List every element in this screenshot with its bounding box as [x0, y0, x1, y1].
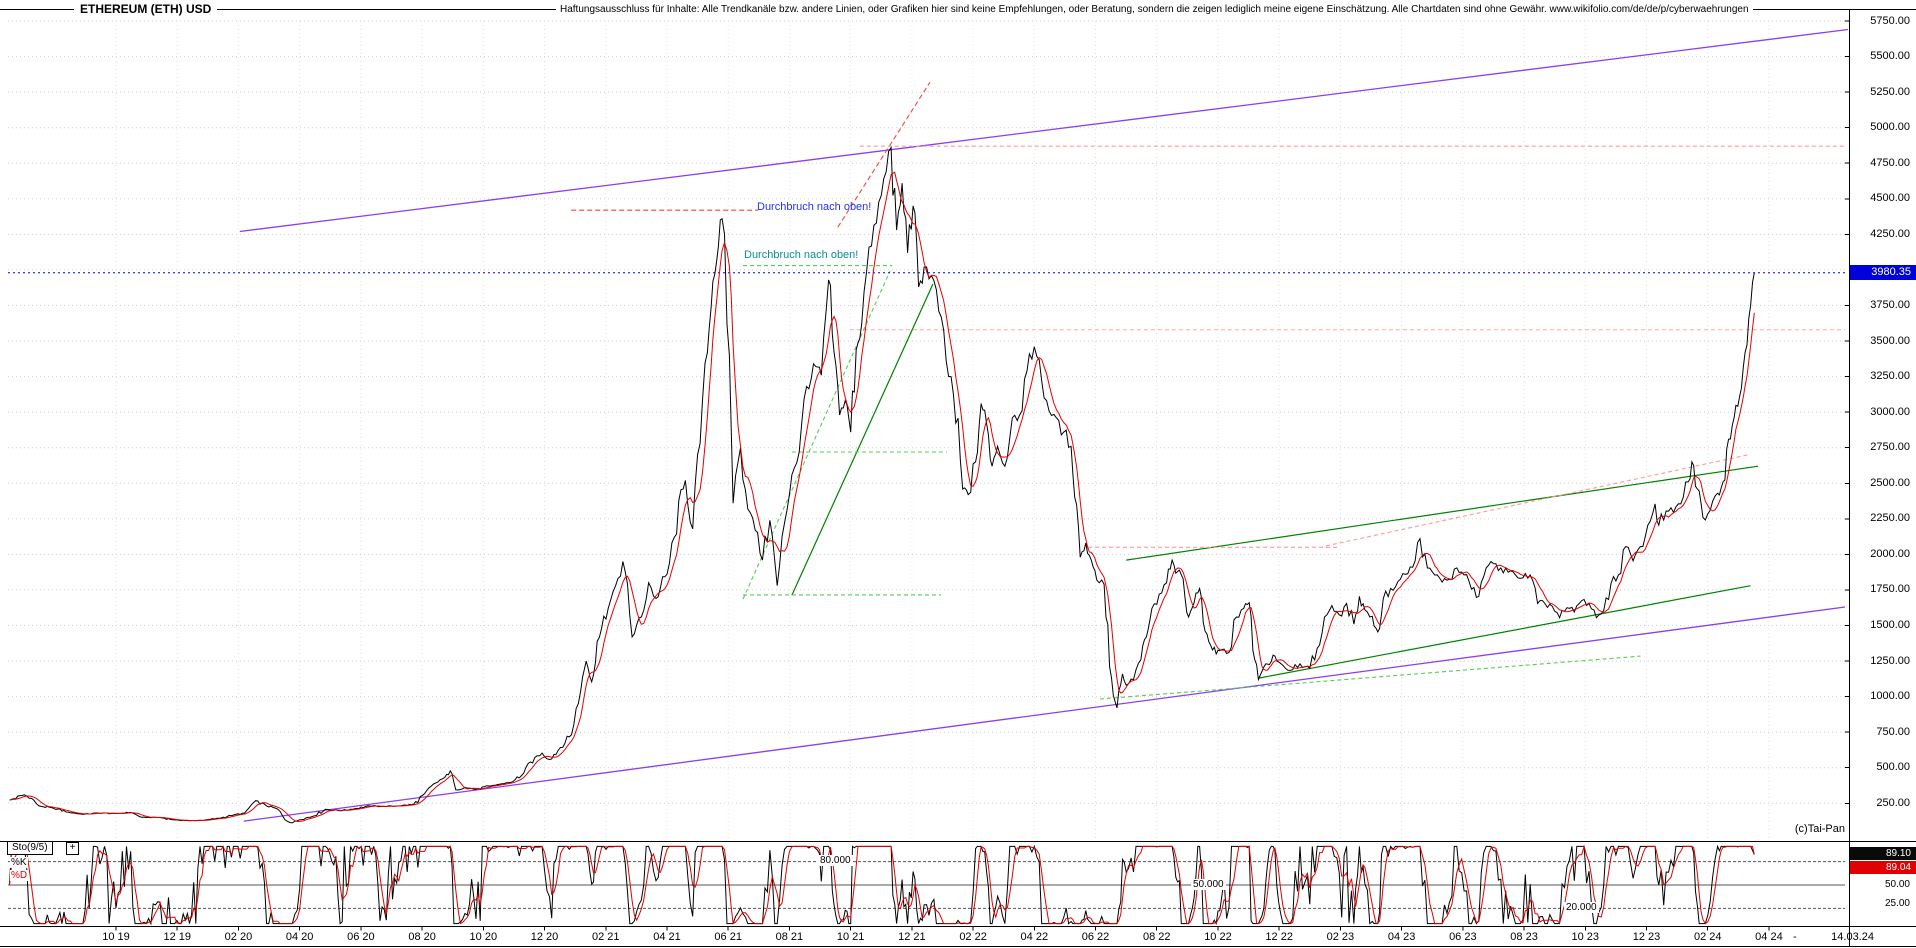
time-axis-label: 12 23 — [1632, 931, 1661, 943]
breakout-annotation-lower: Durchbruch nach oben! — [744, 249, 859, 261]
price-axis-label: 3250.00 — [1870, 370, 1910, 383]
time-axis-label: 04 20 — [285, 931, 314, 943]
price-axis-label: 750.00 — [1876, 725, 1910, 738]
price-axis-label: 3000.00 — [1870, 405, 1910, 418]
price-axis-label: 3750.00 — [1870, 298, 1910, 311]
price-axis-label: 1750.00 — [1870, 583, 1910, 596]
price-axis-label: 4250.00 — [1870, 227, 1910, 240]
stochastic-k-label: %K — [10, 857, 28, 868]
time-axis-label: 02 20 — [224, 931, 253, 943]
time-axis-label: 08 22 — [1142, 931, 1171, 943]
breakout-annotation-upper: Durchbruch nach oben! — [757, 201, 872, 213]
time-axis-separator: - — [1793, 931, 1797, 943]
time-axis-label: 10 22 — [1204, 931, 1232, 943]
disclaimer-text: Haftungsausschluss für Inhalte: Alle Tre… — [556, 4, 1753, 15]
time-axis-label: 08 23 — [1510, 931, 1538, 943]
price-axis-label: 2000.00 — [1870, 547, 1910, 560]
time-axis-label: 08 21 — [775, 931, 804, 943]
time-axis-label: 12 21 — [898, 931, 926, 943]
stochastic-level-label: 20.000 — [1564, 901, 1599, 913]
price-axis-label: 4500.00 — [1870, 192, 1910, 205]
time-axis-label: 04 24 — [1755, 931, 1783, 943]
time-axis-label: 02 24 — [1693, 931, 1722, 943]
time-axis-label: 06 23 — [1449, 931, 1477, 943]
stochastic-d-value-badge: 89.04 — [1850, 861, 1916, 874]
frame-lines — [0, 9, 1916, 947]
time-axis-label: 06 20 — [347, 931, 375, 943]
time-axis-label: 06 22 — [1081, 931, 1110, 943]
stochastic-level-label: 50.000 — [1191, 878, 1226, 890]
time-axis-label: 10 23 — [1571, 931, 1600, 943]
time-axis-label: 12 19 — [163, 931, 191, 943]
price-axis-label: 4750.00 — [1870, 156, 1910, 169]
copyright-label: (c)Tai-Pan — [1794, 823, 1845, 835]
time-axis-label: 04 22 — [1020, 931, 1049, 943]
gridlines — [8, 20, 1848, 839]
price-axis-label: 500.00 — [1876, 761, 1910, 774]
time-axis-label: 02 23 — [1326, 931, 1355, 943]
price-axis-label: 2250.00 — [1870, 512, 1910, 525]
chart-title: ETHEREUM (ETH) USD — [74, 2, 218, 16]
time-axis-label: 12 22 — [1265, 931, 1293, 943]
indicator-add-button[interactable]: + — [66, 842, 79, 855]
stochastic-scale-label: 25.00 — [1884, 898, 1910, 909]
price-series — [9, 146, 1755, 824]
time-axis-label: 04 23 — [1387, 931, 1416, 943]
price-series-line — [9, 146, 1755, 824]
stochastic-scale-label: 50.00 — [1884, 878, 1910, 890]
time-axis-label: 06 21 — [714, 931, 742, 943]
price-axis-label: 2750.00 — [1870, 441, 1910, 454]
stochastic-d-line — [9, 844, 1755, 925]
stochastic-level-label: 80.000 — [818, 855, 853, 867]
stochastic-panel-lines — [8, 844, 1845, 926]
price-axis-label: 1000.00 — [1870, 690, 1910, 703]
stochastic-d-label: %D — [10, 870, 29, 881]
price-axis-label: 250.00 — [1876, 796, 1910, 809]
ma-line — [9, 171, 1755, 823]
price-axis-label: 1250.00 — [1870, 654, 1910, 667]
time-axis-label: 08 20 — [408, 931, 436, 943]
time-axis-label: 10 21 — [836, 931, 865, 943]
trendlines — [239, 28, 1849, 822]
indicator-name-badge[interactable]: Sto(9/5) — [7, 841, 53, 855]
time-axis-label: 02 21 — [591, 931, 620, 943]
time-axis-label: 02 22 — [959, 931, 987, 943]
time-axis-label: 04 21 — [653, 931, 681, 943]
time-axis-label: 12 20 — [530, 931, 559, 943]
time-axis-label: 10 19 — [102, 931, 130, 943]
stochastic-k-value-badge: 89.10 — [1850, 847, 1916, 860]
current-price-badge: 3980.35 — [1850, 265, 1916, 280]
price-axis-label: 2500.00 — [1870, 476, 1910, 489]
price-axis-label: 5250.00 — [1870, 85, 1910, 98]
time-axis-label: 10 20 — [469, 931, 498, 943]
current-date-label: 14.03.24 — [1831, 931, 1874, 943]
price-axis-label: 5500.00 — [1870, 50, 1910, 63]
price-axis-label: 1500.00 — [1870, 619, 1910, 631]
price-axis-label: 5750.00 — [1870, 14, 1910, 27]
price-axis-label: 3500.00 — [1870, 334, 1910, 347]
price-axis-label: 5000.00 — [1870, 121, 1910, 134]
